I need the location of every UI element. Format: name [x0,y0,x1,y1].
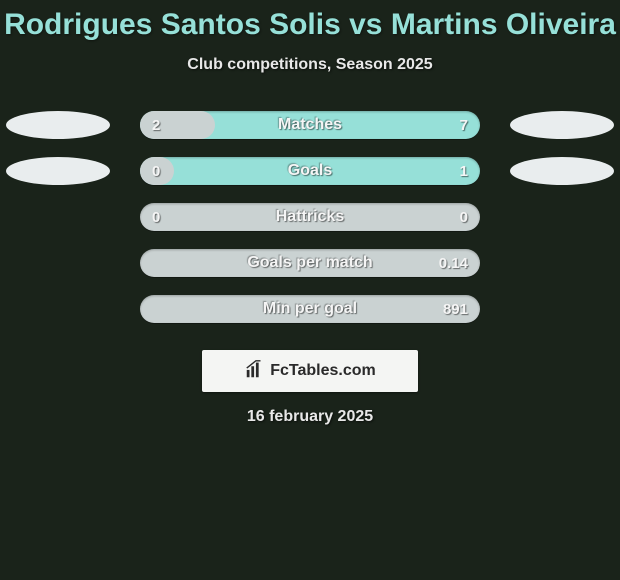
stat-label: Min per goal [263,300,357,318]
stat-left-value: 0 [152,163,160,180]
player-right-bubble [510,157,614,185]
brand-box: FcTables.com [202,350,418,392]
footer-date: 16 february 2025 [0,392,620,426]
stat-bar: 2 Matches 7 [140,111,480,139]
bar-chart-icon [244,358,266,385]
subtitle: Club competitions, Season 2025 [0,42,620,74]
stat-row: Goals per match 0.14 [0,240,620,286]
stat-bar: 0 Hattricks 0 [140,203,480,231]
stat-right-value: 1 [460,163,468,180]
stat-bar: 0 Goals 1 [140,157,480,185]
spacer [510,295,614,323]
spacer [6,295,110,323]
stat-left-value: 2 [152,117,160,134]
stat-right-value: 891 [443,301,468,318]
stat-row: 2 Matches 7 [0,102,620,148]
stat-label: Goals [288,162,332,180]
stat-rows: 2 Matches 7 0 Goals 1 0 Hattricks 0 Goals per mat… [0,102,620,332]
stat-bar: Min per goal 891 [140,295,480,323]
stat-row: Min per goal 891 [0,286,620,332]
spacer [510,203,614,231]
stat-right-value: 7 [460,117,468,134]
page-title: Rodrigues Santos Solis vs Martins Olivei… [0,0,620,42]
stat-label: Goals per match [247,254,372,272]
stat-row: 0 Goals 1 [0,148,620,194]
brand-text: FcTables.com [270,362,376,380]
stat-left-value: 0 [152,209,160,226]
stat-row: 0 Hattricks 0 [0,194,620,240]
player-right-bubble [510,111,614,139]
player-left-bubble [6,157,110,185]
stat-label: Matches [278,116,342,134]
stat-label: Hattricks [276,208,344,226]
spacer [6,249,110,277]
stat-right-value: 0.14 [439,255,468,272]
stat-right-value: 0 [460,209,468,226]
player-left-bubble [6,111,110,139]
spacer [6,203,110,231]
stat-bar: Goals per match 0.14 [140,249,480,277]
spacer [510,249,614,277]
